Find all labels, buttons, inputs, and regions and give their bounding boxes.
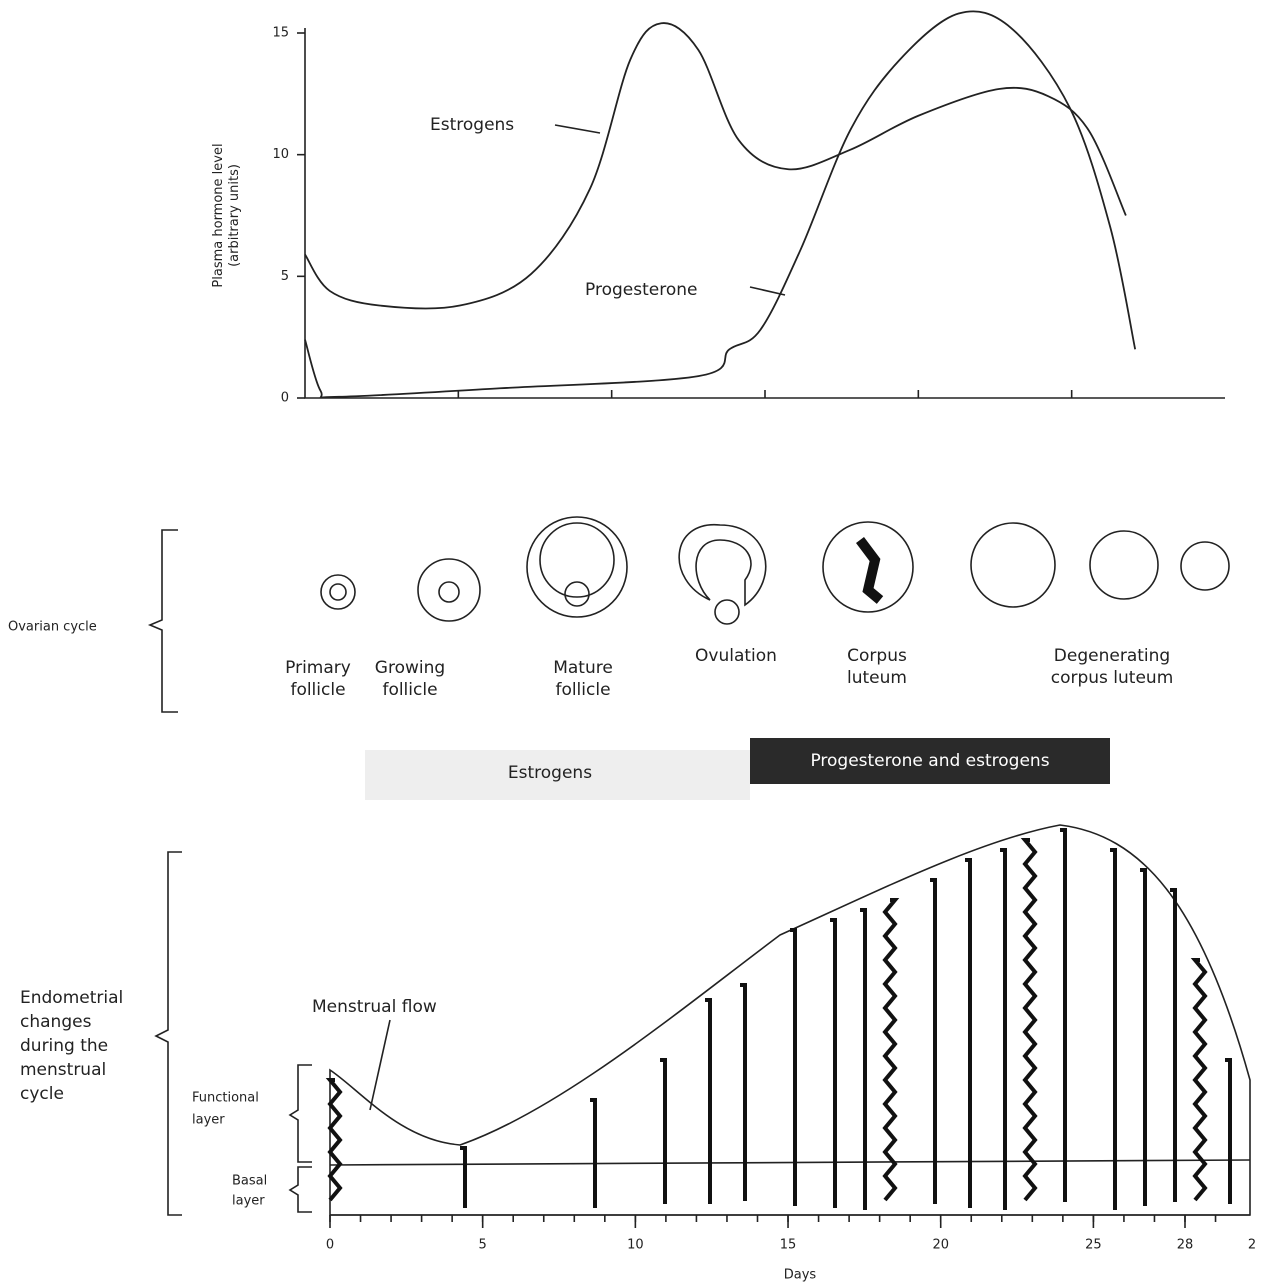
axis — [305, 28, 1225, 398]
endometrium-label: menstrual — [20, 1060, 106, 1080]
y-tick-label: 0 — [281, 391, 289, 406]
stage-label: luteum — [847, 668, 907, 688]
corpus-luteum — [1090, 531, 1158, 599]
y-tick-label: 5 — [281, 269, 289, 284]
stage-label: Ovulation — [695, 646, 777, 666]
x-axis-title: Days — [784, 1268, 817, 1283]
leader — [555, 125, 600, 133]
follicle — [679, 525, 766, 605]
bracket — [156, 852, 182, 1215]
gland — [660, 1060, 665, 1204]
x-tick-label: 0 — [326, 1238, 334, 1253]
gland — [460, 1148, 465, 1208]
leader — [370, 1020, 390, 1110]
stage-label: follicle — [290, 680, 345, 700]
gland — [830, 920, 835, 1208]
y-tick-label: 10 — [272, 147, 289, 162]
gland — [590, 1100, 595, 1208]
x-tick-label: 2 — [1248, 1238, 1256, 1253]
follicles — [321, 517, 1229, 624]
gland — [1225, 1060, 1230, 1204]
gland — [860, 910, 865, 1210]
line — [305, 11, 1135, 397]
endometrium-label: during the — [20, 1036, 108, 1056]
layer-label: layer — [192, 1113, 225, 1128]
gland — [705, 1000, 710, 1204]
gland — [740, 985, 745, 1201]
stage-label: Mature — [553, 658, 613, 678]
x-tick-label: 28 — [1177, 1238, 1194, 1253]
y-tick-label: 15 — [272, 26, 289, 41]
endometrium-label: cycle — [20, 1084, 64, 1104]
follicle — [565, 582, 589, 606]
stage-label: Corpus — [847, 646, 907, 666]
endometrium-label: Endometrial — [20, 988, 123, 1008]
follicle — [418, 559, 480, 621]
x-tick-label: 25 — [1085, 1238, 1102, 1253]
gland — [1140, 870, 1145, 1206]
glands — [330, 830, 1230, 1210]
series-label: Estrogens — [430, 115, 514, 135]
gland — [1195, 960, 1205, 1200]
bracket — [290, 1065, 312, 1162]
stage-label: Degenerating — [1054, 646, 1170, 666]
gland — [885, 900, 895, 1200]
line — [305, 23, 1126, 308]
corpus-luteum-core — [860, 540, 880, 600]
stage-label: Growing — [375, 658, 445, 678]
gland — [1170, 890, 1175, 1202]
stage-label: follicle — [555, 680, 610, 700]
ovarian-label: Ovarian cycle — [8, 620, 97, 635]
bracket — [150, 530, 178, 712]
gland — [1000, 850, 1005, 1210]
follicle — [540, 523, 614, 597]
x-tick-label: 15 — [780, 1238, 797, 1253]
corpus-luteum — [823, 522, 913, 612]
menstrual-flow-label: Menstrual flow — [312, 997, 437, 1017]
y-axis-label-line: (arbitrary units) — [227, 164, 242, 267]
figure: Ovarian cycle 0 5 10 15 Plasma hormone level… — [0, 0, 1266, 1286]
gland — [330, 1080, 340, 1200]
endometrium — [330, 825, 1250, 1215]
follicle — [527, 517, 627, 617]
gland — [1025, 840, 1035, 1200]
stage-label: Primary — [285, 658, 351, 678]
endometrium-label: changes — [20, 1012, 92, 1032]
series-label: Progesterone — [585, 280, 697, 300]
follicle — [439, 582, 459, 602]
x-tick-label: 5 — [479, 1238, 487, 1253]
x-tick-label: 20 — [932, 1238, 949, 1253]
ovum — [715, 600, 739, 624]
stage-label: corpus luteum — [1051, 668, 1174, 688]
layer-label: layer — [232, 1194, 265, 1209]
corpus-luteum — [971, 523, 1055, 607]
layer-label: Basal — [232, 1174, 267, 1189]
gland — [930, 880, 935, 1204]
leader — [750, 287, 785, 295]
x-tick-label: 10 — [627, 1238, 644, 1253]
y-axis-label: Plasma hormone level(arbitrary units) — [211, 143, 242, 287]
gland — [965, 860, 970, 1208]
follicle — [321, 575, 355, 609]
stage-label: follicle — [382, 680, 437, 700]
y-axis-label-line: Plasma hormone level — [211, 143, 226, 287]
corpus-luteum — [1181, 542, 1229, 590]
basal-boundary — [330, 1160, 1250, 1165]
bar-label: Progesterone and estrogens — [810, 751, 1049, 771]
gland — [790, 930, 795, 1206]
layer-label: Functional — [192, 1091, 259, 1106]
bar-label: Estrogens — [508, 763, 592, 783]
gland — [1060, 830, 1065, 1202]
follicle — [330, 584, 346, 600]
bracket — [290, 1167, 312, 1212]
gland — [1110, 850, 1115, 1210]
